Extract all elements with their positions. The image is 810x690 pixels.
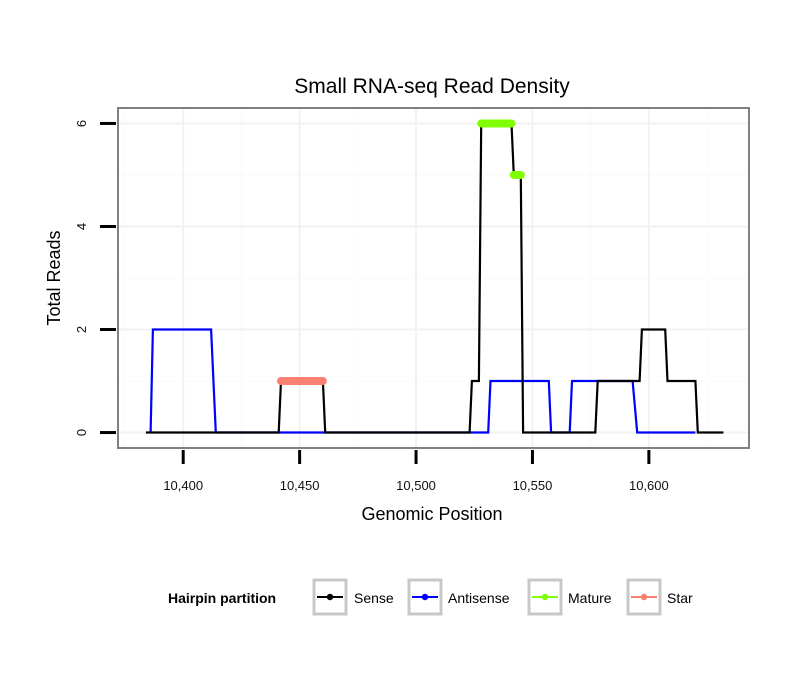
x-tick-label: 10,500 [396, 478, 436, 493]
x-axis: 10,400 10,450 10,500 10,550 10,600 [163, 450, 669, 493]
chart-title: Small RNA-seq Read Density [294, 75, 570, 98]
legend-title: Hairpin partition [168, 590, 276, 606]
legend-item-antisense: Antisense [407, 578, 510, 616]
legend-label-antisense: Antisense [448, 590, 510, 606]
legend-label-sense: Sense [354, 590, 394, 606]
data-layer [145, 119, 724, 434]
legend-label-star: Star [667, 590, 693, 606]
legend: Hairpin partition Sense Antisense Mature… [168, 578, 693, 616]
legend-point-star [640, 593, 648, 601]
series-line-sense [145, 122, 724, 434]
legend-item-mature: Mature [527, 578, 612, 616]
legend-item-star: Star [626, 578, 693, 616]
legend-point-mature [541, 593, 549, 601]
x-tick-label: 10,600 [629, 478, 669, 493]
y-tick-label: 2 [74, 326, 89, 333]
legend-item-sense: Sense [312, 578, 394, 616]
x-tick-label: 10,550 [513, 478, 553, 493]
x-tick-label: 10,450 [280, 478, 320, 493]
y-axis-title: Total Reads [44, 230, 64, 325]
y-axis: 0 2 4 6 [74, 120, 116, 436]
plot-border [117, 107, 750, 449]
y-tick-label: 4 [74, 223, 89, 230]
y-tick-label: 6 [74, 120, 89, 127]
x-tick-label: 10,400 [163, 478, 203, 493]
legend-point-antisense [421, 593, 429, 601]
x-axis-title: Genomic Position [361, 504, 502, 524]
legend-label-mature: Mature [568, 590, 612, 606]
legend-point-sense [326, 593, 334, 601]
y-tick-label: 0 [74, 429, 89, 436]
